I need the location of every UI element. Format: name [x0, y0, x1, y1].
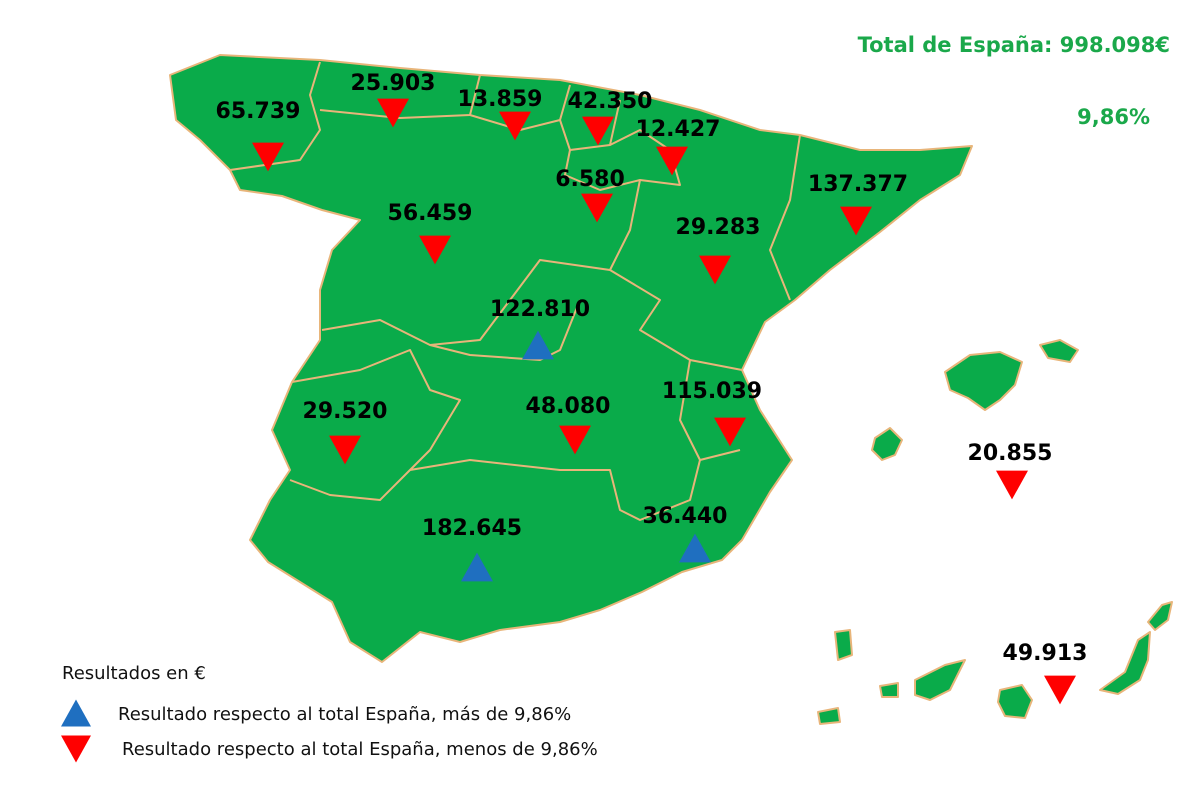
trend-down-marker — [329, 435, 361, 465]
region-value: 25.903 — [351, 71, 436, 96]
trend-down-marker — [1044, 675, 1076, 705]
mallorca — [944, 351, 1023, 411]
legend-text: Resultado respecto al total España, más … — [118, 704, 571, 725]
region-border — [469, 84, 571, 131]
trend-down-marker — [419, 235, 451, 265]
trend-down-marker — [61, 735, 91, 763]
trend-up-marker — [461, 552, 493, 582]
trend-down-marker — [559, 425, 591, 455]
region-value: 12.427 — [636, 117, 721, 142]
trend-up-marker — [522, 330, 554, 360]
region-value: 6.580 — [555, 167, 625, 192]
region-border — [289, 349, 461, 501]
region-value: 182.645 — [422, 516, 522, 541]
menorca — [1039, 339, 1079, 363]
region-value: 56.459 — [388, 201, 473, 226]
region-value: 48.080 — [526, 394, 611, 419]
region-value: 29.520 — [303, 399, 388, 424]
region-value: 36.440 — [643, 504, 728, 529]
trend-down-marker — [996, 470, 1028, 500]
total-title: Total de España: 998.098€ — [858, 33, 1170, 57]
trend-down-marker — [252, 142, 284, 172]
legend-title: Resultados en € — [62, 663, 206, 684]
island — [997, 684, 1033, 719]
trend-down-marker — [582, 116, 614, 146]
region-border — [559, 99, 621, 151]
trend-down-marker — [656, 146, 688, 176]
region-value: 29.283 — [676, 215, 761, 240]
island — [1099, 631, 1151, 695]
region-border — [229, 61, 321, 171]
island — [914, 659, 966, 701]
trend-down-marker — [714, 417, 746, 447]
island — [817, 707, 841, 725]
region-border — [429, 299, 581, 361]
region-value: 65.739 — [216, 99, 301, 124]
island — [1147, 601, 1173, 631]
ibiza — [871, 427, 903, 461]
total-rate: 9,86% — [1077, 105, 1150, 129]
trend-down-marker — [499, 111, 531, 141]
region-value: 122.810 — [490, 297, 590, 322]
trend-up-marker — [679, 533, 711, 563]
region-value: 20.855 — [968, 441, 1053, 466]
region-border — [321, 259, 611, 346]
region-border — [319, 74, 481, 119]
landmass — [169, 54, 1173, 725]
peninsula — [169, 54, 973, 663]
trend-down-marker — [840, 206, 872, 236]
trend-down-marker — [377, 98, 409, 128]
region-border — [769, 134, 801, 301]
region-border — [564, 129, 681, 191]
region-border — [679, 359, 701, 461]
trend-down-marker — [581, 193, 613, 223]
island — [879, 682, 899, 698]
trend-up-marker — [61, 699, 91, 727]
trend-down-marker — [699, 255, 731, 285]
region-value: 42.350 — [568, 89, 653, 114]
region-value: 49.913 — [1003, 641, 1088, 666]
island — [834, 629, 853, 661]
legend-text: Resultado respecto al total España, meno… — [122, 739, 598, 760]
region-value: 137.377 — [808, 172, 908, 197]
region-border — [409, 449, 741, 521]
region-value: 13.859 — [458, 87, 543, 112]
region-value: 115.039 — [662, 379, 762, 404]
